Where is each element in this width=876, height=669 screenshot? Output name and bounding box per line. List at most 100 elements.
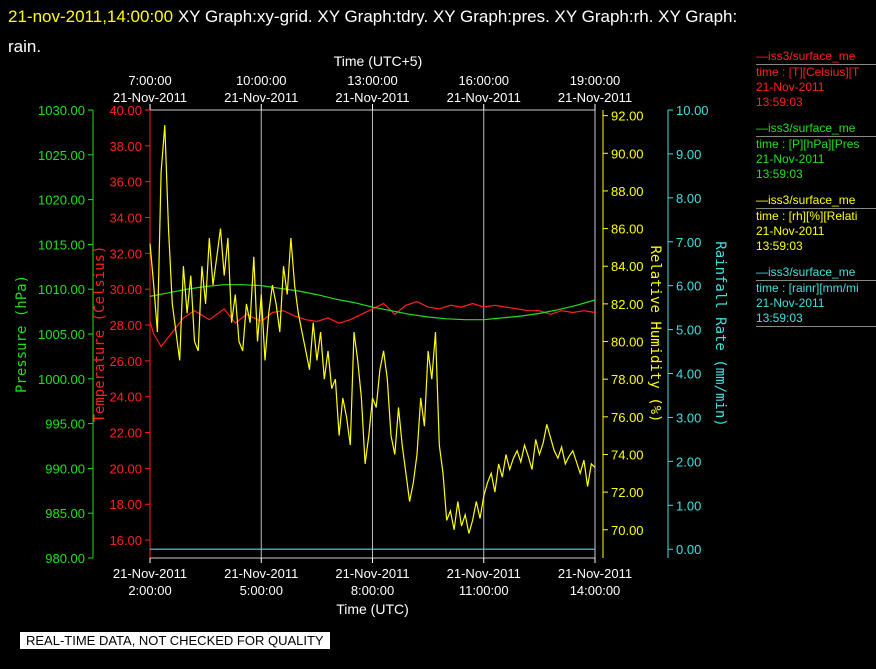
temperature-tick-label: 38.00 [109,139,142,154]
x-top-tick-label-date: 21-Nov-2011 [558,90,632,105]
humidity-tick-label: 72.00 [611,485,644,500]
temperature-tick-label: 28.00 [109,318,142,333]
temperature-tick-label: 16.00 [109,533,142,548]
legend-series-name: —iss3/surface_me [756,49,876,65]
rain-tick-label: 5.00 [676,323,701,338]
rain-tick-label: 3.00 [676,410,701,425]
rain-tick-label: 6.00 [676,279,701,294]
x-tick-label-date: 21-Nov-2011 [224,566,298,581]
humidity-tick-label: 74.00 [611,447,644,462]
x-tick-label-time: 8:00:00 [351,583,394,598]
x-axis-label: Time (UTC) [336,601,409,617]
pressure-tick-label: 1000.00 [38,372,85,387]
x-tick-label-time: 11:00:00 [459,583,509,598]
rain-tick-label: 4.00 [676,367,701,382]
humidity-tick-label: 86.00 [611,222,644,237]
rain-tick-label: 1.00 [676,498,701,513]
pressure-tick-label: 990.00 [45,461,85,476]
x-top-tick-label-time: 16:00:00 [458,73,509,88]
x-tick-label-time: 5:00:00 [240,583,283,598]
rain-tick-label: 9.00 [676,147,701,162]
legend-series-name: —iss3/surface_me [756,193,876,209]
temperature-tick-label: 22.00 [109,426,142,441]
rain-tick-label: 10.00 [676,103,709,118]
x-top-axis-label: Time (UTC+5) [334,53,423,69]
legend-series-name: —iss3/surface_me [756,121,876,137]
legend-entry: —iss3/surface_me time : [T][Celsius][T 21-… [756,49,876,110]
temperature-tick-label: 30.00 [109,282,142,297]
legend-series-name: —iss3/surface_me [756,265,876,281]
pressure-tick-label: 985.00 [45,506,85,521]
humidity-tick-label: 88.00 [611,184,644,199]
rain-tick-label: 7.00 [676,235,701,250]
pressure-tick-label: 980.00 [45,551,85,566]
x-tick-label-time: 14:00:00 [570,583,621,598]
legend-date: 21-Nov-2011 [756,80,825,94]
temperature-tick-label: 24.00 [109,390,142,405]
x-top-tick-label-time: 19:00:00 [570,73,621,88]
x-tick-label-time: 2:00:00 [128,583,171,598]
header-title-wrap: rain. [8,37,42,56]
humidity-tick-label: 80.00 [611,335,644,350]
legend-date: 21-Nov-2011 [756,152,825,166]
x-top-tick-label-time: 13:00:00 [347,73,398,88]
legend-time: 13:59:03 [756,311,876,327]
x-top-tick-label-date: 21-Nov-2011 [113,90,187,105]
series-line-pressure [149,284,596,321]
rain-axis-label: Rainfall Rate (mm/min) [712,241,728,426]
x-tick-label-date: 21-Nov-2011 [113,566,187,581]
temperature-tick-label: 18.00 [109,497,142,512]
rain-tick-label: 0.00 [676,542,701,557]
legend-date: 21-Nov-2011 [756,224,825,238]
legend-series-desc: time : [T][Celsius][T [756,65,860,79]
pressure-tick-label: 1015.00 [38,237,85,252]
x-tick-label-date: 21-Nov-2011 [447,566,521,581]
pressure-tick-label: 1025.00 [38,148,85,163]
x-top-tick-label-date: 21-Nov-2011 [335,90,409,105]
temperature-tick-label: 40.00 [109,103,142,118]
x-tick-label-date: 21-Nov-2011 [558,566,632,581]
legend-entry: —iss3/surface_me time : [rainr][mm/mi 21-N… [756,265,876,327]
legend-series-desc: time : [P][hPa][Pres [756,137,860,151]
x-top-tick-label-time: 10:00:00 [236,73,287,88]
series-line-temperature [149,301,596,348]
pressure-tick-label: 1020.00 [38,193,85,208]
series-line-humidity [149,125,596,534]
humidity-axis-label: Relative Humidity (%) [647,245,663,422]
x-tick-label-date: 21-Nov-2011 [335,566,409,581]
pressure-tick-label: 1030.00 [38,103,85,118]
pressure-tick-label: 1005.00 [38,327,85,342]
rain-tick-label: 8.00 [676,191,701,206]
humidity-tick-label: 90.00 [611,146,644,161]
legend-series-desc: time : [rh][%][Relati [756,209,858,223]
x-top-tick-label-date: 21-Nov-2011 [224,90,298,105]
pressure-tick-label: 1010.00 [38,282,85,297]
pressure-tick-label: 995.00 [45,417,85,432]
pressure-axis-label: Pressure (hPa) [14,275,30,393]
humidity-tick-label: 84.00 [611,259,644,274]
legend-time: 13:59:03 [756,167,803,181]
header-title: XY Graph:xy-grid. XY Graph:tdry. XY Grap… [177,7,738,26]
humidity-tick-label: 76.00 [611,410,644,425]
header: 21-nov-2011,14:00:00 XY Graph:xy-grid. X… [8,2,868,62]
temperature-tick-label: 32.00 [109,246,142,261]
temperature-tick-label: 20.00 [109,461,142,476]
x-top-tick-label-date: 21-Nov-2011 [447,90,521,105]
legend-series-desc: time : [rainr][mm/mi [756,281,859,295]
quality-notice: REAL-TIME DATA, NOT CHECKED FOR QUALITY [20,632,330,649]
legend-time: 13:59:03 [756,95,803,109]
legend-time: 13:59:03 [756,239,803,253]
rain-tick-label: 2.00 [676,454,701,469]
temperature-axis-label: Temperature (Celsius) [92,245,108,422]
legend-entry: —iss3/surface_me time : [P][hPa][Pres 21-N… [756,121,876,182]
x-top-tick-label-time: 7:00:00 [128,73,171,88]
humidity-tick-label: 70.00 [611,523,644,538]
legend-entry: —iss3/surface_me time : [rh][%][Relati 21-… [756,193,876,254]
temperature-tick-label: 26.00 [109,354,142,369]
legend-date: 21-Nov-2011 [756,296,825,310]
temperature-tick-label: 36.00 [109,175,142,190]
humidity-tick-label: 92.00 [611,109,644,124]
humidity-tick-label: 78.00 [611,372,644,387]
header-timestamp: 21-nov-2011,14:00:00 [8,7,174,26]
